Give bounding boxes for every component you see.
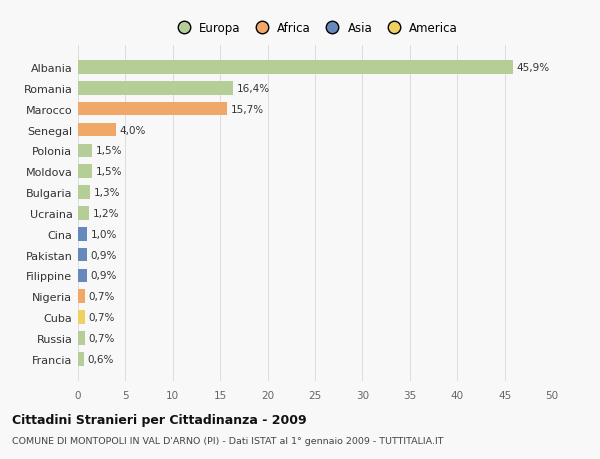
Text: 1,2%: 1,2% xyxy=(93,208,119,218)
Bar xyxy=(78,123,116,137)
Bar xyxy=(78,331,85,345)
Text: Cittadini Stranieri per Cittadinanza - 2009: Cittadini Stranieri per Cittadinanza - 2… xyxy=(12,413,307,426)
Bar xyxy=(78,165,92,179)
Bar xyxy=(78,186,91,199)
Text: 1,0%: 1,0% xyxy=(91,229,118,239)
Text: 0,6%: 0,6% xyxy=(88,354,114,364)
Bar xyxy=(78,290,85,303)
Text: COMUNE DI MONTOPOLI IN VAL D'ARNO (PI) - Dati ISTAT al 1° gennaio 2009 - TUTTITA: COMUNE DI MONTOPOLI IN VAL D'ARNO (PI) -… xyxy=(12,436,443,445)
Bar xyxy=(78,144,92,158)
Legend: Europa, Africa, Asia, America: Europa, Africa, Asia, America xyxy=(172,22,458,34)
Text: 16,4%: 16,4% xyxy=(237,84,271,94)
Text: 0,9%: 0,9% xyxy=(91,250,116,260)
Text: 45,9%: 45,9% xyxy=(517,63,550,73)
Bar xyxy=(78,82,233,95)
Text: 1,5%: 1,5% xyxy=(96,146,122,156)
Text: 15,7%: 15,7% xyxy=(230,105,264,114)
Bar xyxy=(78,352,83,366)
Text: 1,5%: 1,5% xyxy=(96,167,122,177)
Text: 0,7%: 0,7% xyxy=(88,313,115,322)
Text: 0,9%: 0,9% xyxy=(91,271,116,281)
Bar xyxy=(78,207,89,220)
Text: 4,0%: 4,0% xyxy=(120,125,146,135)
Text: 0,7%: 0,7% xyxy=(88,333,115,343)
Text: 0,7%: 0,7% xyxy=(88,291,115,302)
Bar xyxy=(78,269,86,283)
Bar xyxy=(78,228,88,241)
Bar xyxy=(78,248,86,262)
Bar xyxy=(78,103,227,116)
Bar xyxy=(78,311,85,324)
Text: 1,3%: 1,3% xyxy=(94,188,121,198)
Bar xyxy=(78,61,513,75)
